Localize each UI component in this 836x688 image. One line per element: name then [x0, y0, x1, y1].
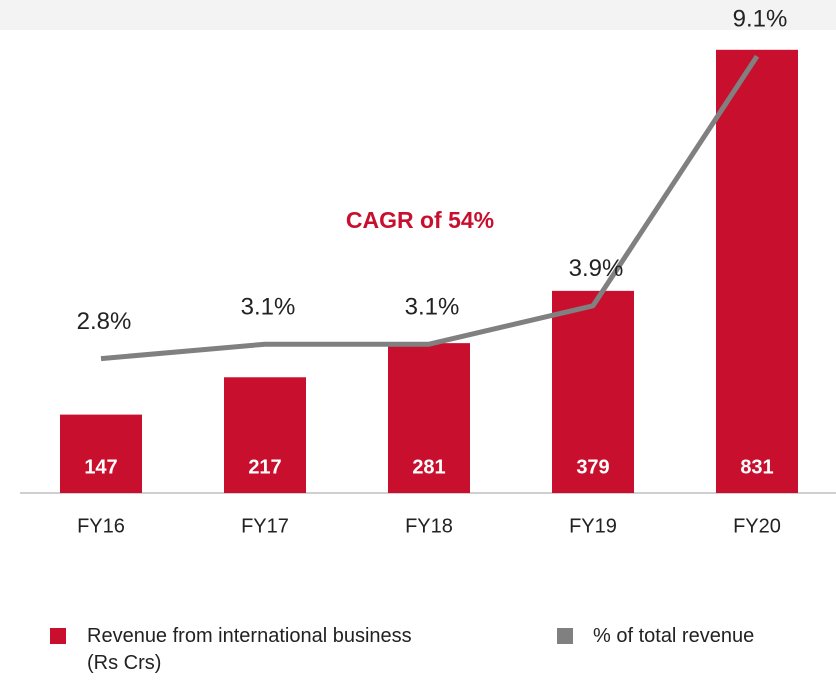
legend-label: % of total revenue [593, 625, 755, 647]
bar [224, 377, 306, 493]
bar-value-label: 281 [412, 456, 445, 478]
x-tick-label: FY18 [405, 515, 453, 537]
x-tick-label: FY20 [733, 515, 781, 537]
bar [60, 414, 142, 493]
bar-value-label: 379 [576, 456, 609, 478]
bar-value-label: 147 [84, 456, 117, 478]
bar [716, 49, 798, 494]
legend-swatch [557, 628, 573, 644]
annotation: CAGR of 54% [346, 207, 494, 233]
top-band [0, 0, 836, 30]
bar [552, 290, 634, 493]
bar [388, 343, 470, 493]
line-value-label: 2.8% [77, 308, 132, 335]
legend-label: Revenue from international business (Rs … [87, 625, 412, 674]
legend-swatch [50, 628, 66, 644]
line-value-label: 3.1% [241, 294, 296, 321]
bar-value-label: 217 [248, 456, 281, 478]
x-tick-label: FY16 [77, 515, 125, 537]
line-value-label: 3.9% [569, 255, 624, 282]
bar-value-label: 831 [740, 456, 773, 478]
line-value-label: 3.1% [405, 294, 460, 321]
line-value-label: 9.1% [733, 6, 788, 33]
x-tick-label: FY17 [241, 515, 289, 537]
x-tick-label: FY19 [569, 515, 617, 537]
line [100, 54, 760, 362]
